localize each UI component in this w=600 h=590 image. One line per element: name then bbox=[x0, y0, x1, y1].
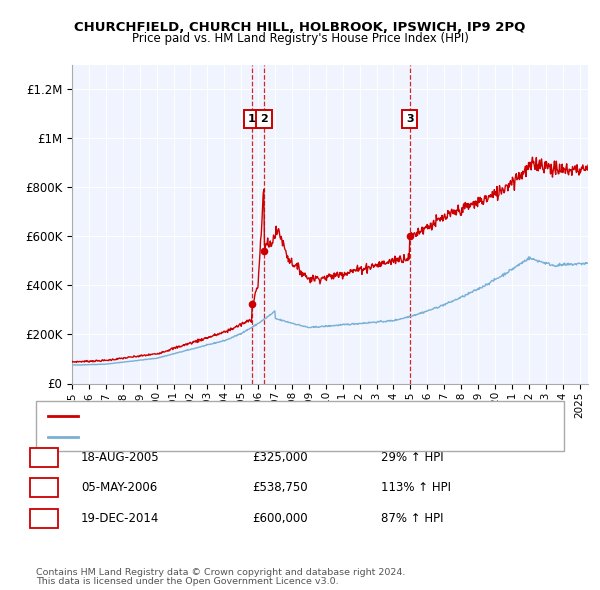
Text: £538,750: £538,750 bbox=[252, 481, 308, 494]
Text: Contains HM Land Registry data © Crown copyright and database right 2024.: Contains HM Land Registry data © Crown c… bbox=[36, 568, 406, 577]
Text: £325,000: £325,000 bbox=[252, 451, 308, 464]
Text: CHURCHFIELD, CHURCH HILL, HOLBROOK, IPSWICH, IP9 2PQ (detached house): CHURCHFIELD, CHURCH HILL, HOLBROOK, IPSW… bbox=[87, 410, 496, 420]
Text: 87% ↑ HPI: 87% ↑ HPI bbox=[381, 512, 443, 525]
Text: 19-DEC-2014: 19-DEC-2014 bbox=[81, 512, 160, 525]
Text: 1: 1 bbox=[248, 114, 256, 124]
Text: 3: 3 bbox=[41, 512, 49, 525]
Text: HPI: Average price, detached house, Babergh: HPI: Average price, detached house, Babe… bbox=[87, 431, 324, 441]
Text: 18-AUG-2005: 18-AUG-2005 bbox=[81, 451, 160, 464]
Text: £600,000: £600,000 bbox=[252, 512, 308, 525]
Text: 29% ↑ HPI: 29% ↑ HPI bbox=[381, 451, 443, 464]
Text: 2: 2 bbox=[41, 481, 49, 494]
Text: 1: 1 bbox=[41, 451, 49, 464]
Text: 3: 3 bbox=[406, 114, 413, 124]
Text: This data is licensed under the Open Government Licence v3.0.: This data is licensed under the Open Gov… bbox=[36, 578, 338, 586]
Text: CHURCHFIELD, CHURCH HILL, HOLBROOK, IPSWICH, IP9 2PQ: CHURCHFIELD, CHURCH HILL, HOLBROOK, IPSW… bbox=[74, 21, 526, 34]
Text: 2: 2 bbox=[260, 114, 268, 124]
Text: 113% ↑ HPI: 113% ↑ HPI bbox=[381, 481, 451, 494]
Text: Price paid vs. HM Land Registry's House Price Index (HPI): Price paid vs. HM Land Registry's House … bbox=[131, 32, 469, 45]
Text: 05-MAY-2006: 05-MAY-2006 bbox=[81, 481, 157, 494]
